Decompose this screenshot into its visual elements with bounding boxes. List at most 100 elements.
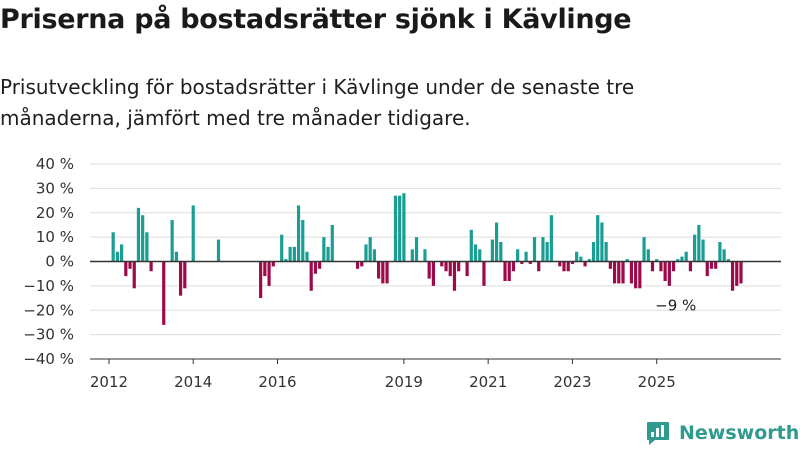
bar <box>507 261 511 281</box>
chart-subtitle: Prisutveckling för bostadsrätter i Kävli… <box>0 75 635 130</box>
bar <box>368 237 372 262</box>
bar <box>448 261 452 277</box>
bar <box>128 261 132 269</box>
bar <box>642 237 646 262</box>
y-tick-label: −10 % <box>23 277 74 295</box>
bar <box>562 261 566 272</box>
x-tick-label: 2021 <box>469 373 507 391</box>
bar <box>452 261 457 291</box>
bar <box>638 261 642 289</box>
bar <box>381 261 385 284</box>
bar <box>621 261 625 284</box>
bar <box>296 205 301 262</box>
bar <box>511 261 516 272</box>
y-tick-label: 10 % <box>36 228 74 246</box>
y-tick-label: −20 % <box>23 301 74 319</box>
bar <box>545 242 549 262</box>
bar <box>701 239 705 262</box>
bar <box>393 195 398 262</box>
bar <box>693 234 697 262</box>
bar <box>739 261 743 284</box>
bar <box>587 259 591 262</box>
bar <box>537 261 541 272</box>
bar <box>579 256 583 262</box>
bar <box>372 249 377 262</box>
bar <box>541 237 545 262</box>
bar <box>612 261 617 284</box>
bar <box>524 251 528 262</box>
y-tick-label: −30 % <box>23 326 74 344</box>
y-tick-label: 30 % <box>36 179 74 197</box>
bar <box>722 249 726 262</box>
bar <box>667 261 671 286</box>
bar <box>465 261 469 277</box>
bar <box>431 261 435 286</box>
annotation-label: −9 % <box>655 296 696 314</box>
bar <box>216 239 221 262</box>
bar <box>318 261 322 269</box>
bar <box>570 261 575 264</box>
bar <box>162 261 166 325</box>
bar <box>608 261 612 269</box>
bar <box>267 261 271 286</box>
newsworthy-logo-icon <box>647 422 669 445</box>
bar <box>558 261 562 267</box>
bar <box>566 261 570 272</box>
bar <box>490 239 494 262</box>
bar <box>684 251 688 262</box>
y-tick-label: 40 % <box>36 155 74 173</box>
bar <box>735 261 739 286</box>
bar <box>423 249 427 262</box>
bar <box>499 242 503 262</box>
bar <box>516 249 520 262</box>
bar <box>263 261 267 277</box>
bar <box>271 261 275 267</box>
bar <box>149 261 153 272</box>
bar <box>646 249 650 262</box>
bar <box>659 261 663 272</box>
x-tick-label: 2025 <box>638 373 676 391</box>
bar <box>503 261 507 281</box>
bar <box>141 215 145 262</box>
x-tick-label: 2023 <box>553 373 591 391</box>
bar <box>174 251 178 262</box>
bar <box>575 251 579 262</box>
bar <box>301 220 305 262</box>
bar <box>259 261 263 299</box>
bar <box>494 222 499 262</box>
bar <box>377 261 381 279</box>
bar <box>596 215 600 262</box>
chart-title: Priserna på bostadsrätter sjönk i Kävlin… <box>0 4 632 35</box>
bar <box>355 261 360 269</box>
bar <box>730 261 735 291</box>
x-tick-label: 2019 <box>385 373 423 391</box>
bar <box>292 246 296 262</box>
bar <box>629 261 634 284</box>
bar <box>591 242 596 262</box>
bar <box>726 259 730 262</box>
bar <box>549 215 553 262</box>
bar <box>326 246 330 262</box>
bar <box>402 193 406 262</box>
bar <box>528 261 532 264</box>
brand-logo: Newsworthy <box>645 418 800 448</box>
bar <box>688 261 693 272</box>
bar <box>360 261 364 267</box>
bar <box>111 232 115 262</box>
bar <box>124 261 128 277</box>
y-tick-label: −40 % <box>23 350 74 368</box>
bar <box>398 195 402 262</box>
bar <box>309 261 313 291</box>
bar <box>136 207 141 262</box>
bar <box>617 261 621 284</box>
bar <box>280 234 284 262</box>
bar <box>322 237 326 262</box>
bar <box>473 244 478 262</box>
bar <box>305 251 309 262</box>
bar <box>145 232 149 262</box>
bar <box>120 244 124 262</box>
bar <box>178 261 183 296</box>
bar <box>650 261 655 272</box>
bar <box>414 237 419 262</box>
